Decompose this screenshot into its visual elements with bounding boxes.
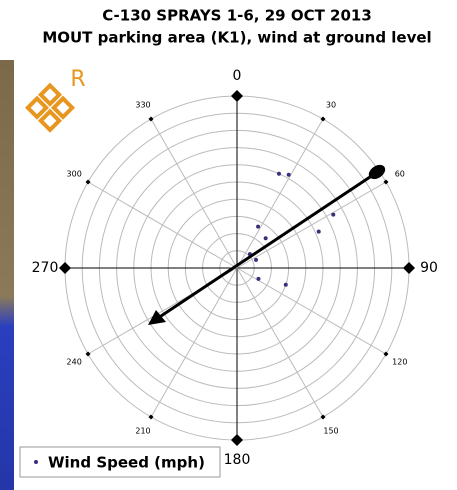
- chart-title: C-130 SPRAYS 1-6, 29 OCT 2013: [102, 7, 372, 25]
- tick-marker: [231, 434, 243, 446]
- theta-tick-label: 300: [67, 170, 82, 179]
- theta-tick-label: 90: [420, 260, 438, 276]
- grid-spoke: [87, 181, 238, 269]
- theta-tick-label: 210: [135, 426, 150, 435]
- theta-tick-label: 30: [326, 101, 336, 110]
- legend-marker: [34, 460, 38, 464]
- theta-tick-label: 0: [233, 68, 242, 84]
- tick-marker: [383, 351, 389, 357]
- tick-marker: [320, 414, 326, 420]
- tick-marker: [383, 179, 389, 185]
- theta-tick-label: 330: [135, 101, 150, 110]
- grid-spoke: [150, 118, 238, 269]
- data-point: [256, 276, 261, 281]
- data-point: [316, 229, 321, 234]
- grid-spoke: [236, 181, 387, 269]
- grid-spoke: [236, 267, 324, 418]
- legend-label: Wind Speed (mph): [48, 454, 205, 472]
- logo: R: [24, 67, 86, 133]
- data-point: [256, 224, 261, 229]
- tick-marker: [85, 179, 91, 185]
- data-point: [263, 236, 268, 241]
- data-point: [276, 171, 281, 176]
- tick-marker: [320, 116, 326, 122]
- legend-box: [19, 446, 221, 478]
- tick-marker: [85, 351, 91, 357]
- theta-tick-label: 180: [224, 452, 251, 468]
- data-point: [331, 212, 336, 217]
- theta-tick-label: 150: [323, 426, 338, 435]
- tick-marker: [59, 262, 71, 274]
- theta-tick-label: 120: [392, 358, 407, 367]
- tick-marker: [403, 262, 415, 274]
- svg-text:R: R: [70, 67, 85, 92]
- theta-tick-label: 60: [395, 170, 405, 179]
- grid-spoke: [150, 267, 238, 418]
- tick-marker: [231, 90, 243, 102]
- data-point: [283, 282, 288, 287]
- theta-tick-label: 240: [67, 358, 82, 367]
- tick-marker: [148, 414, 154, 420]
- data-point: [253, 257, 258, 262]
- theta-tick-label: 270: [32, 260, 59, 276]
- grid-spoke: [236, 267, 387, 355]
- background-strip: [0, 60, 14, 490]
- data-point: [286, 172, 291, 177]
- direction-arrow: [148, 164, 386, 325]
- tick-marker: [148, 116, 154, 122]
- grid-spoke: [236, 118, 324, 269]
- chart-subtitle: MOUT parking area (K1), wind at ground l…: [42, 29, 431, 47]
